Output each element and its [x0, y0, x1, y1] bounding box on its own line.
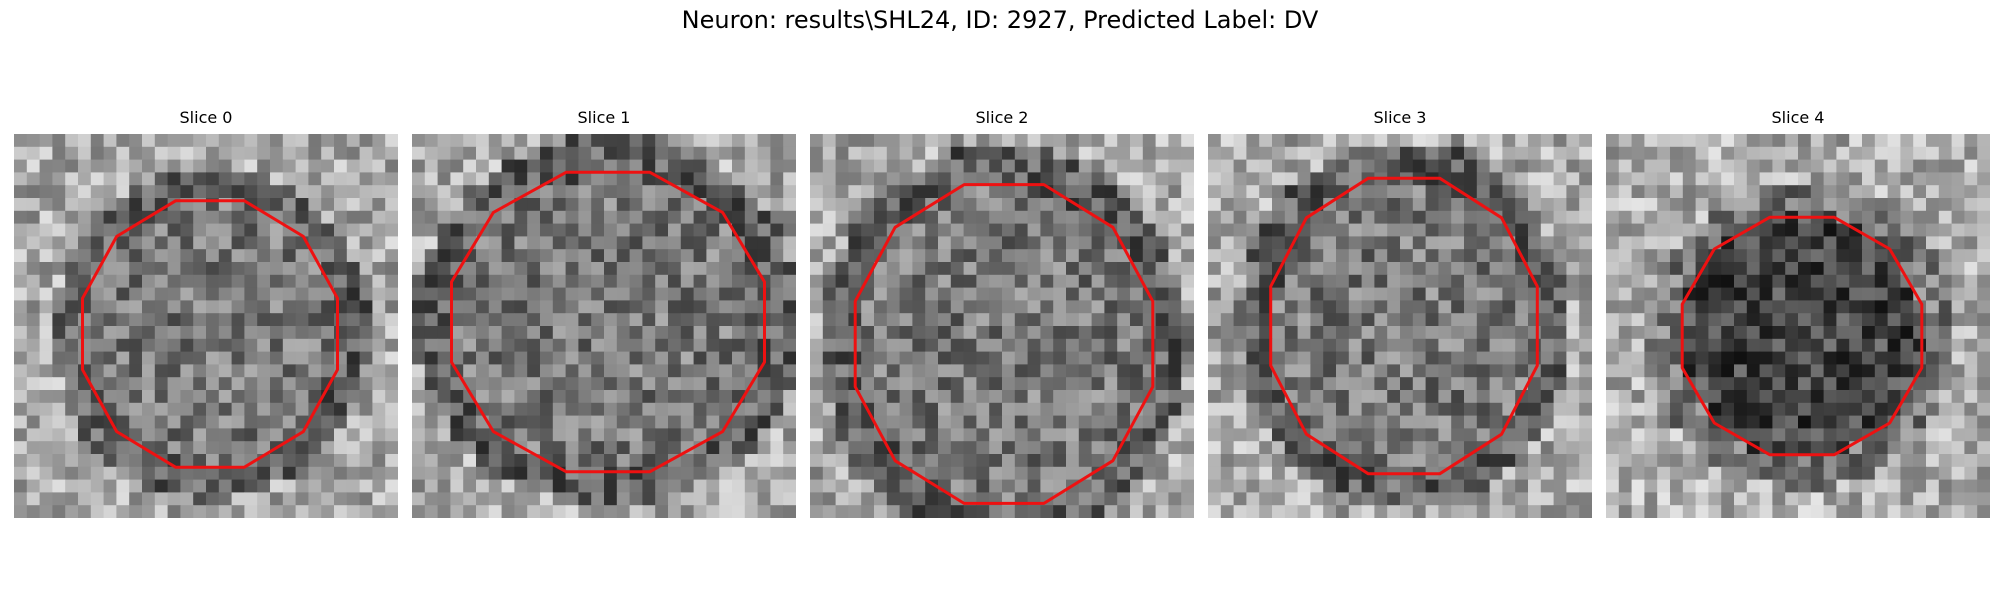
slice-title: Slice 0 — [179, 108, 233, 127]
segmentation-contour — [81, 199, 339, 469]
slice-title: Slice 3 — [1373, 108, 1427, 127]
segmentation-contour — [1269, 176, 1539, 476]
slice-image — [14, 134, 398, 518]
slice-image — [1208, 134, 1592, 518]
slice-panel-0: Slice 0 — [14, 108, 398, 522]
slice-title: Slice 2 — [975, 108, 1029, 127]
pixel-grid — [1606, 134, 1990, 518]
segmentation-contour — [1680, 215, 1924, 457]
slice-image — [810, 134, 1194, 518]
pixel-grid — [1208, 134, 1592, 518]
pixel-grid — [14, 134, 398, 518]
pixel-grid — [412, 134, 796, 518]
slice-panel-4: Slice 4 — [1606, 108, 1990, 522]
slice-image — [412, 134, 796, 518]
slice-panel-1: Slice 1 — [412, 108, 796, 522]
segmentation-contour — [450, 170, 766, 474]
slice-title: Slice 4 — [1771, 108, 1825, 127]
segmentation-contour — [853, 183, 1155, 505]
pixel-grid — [810, 134, 1194, 518]
slice-panel-3: Slice 3 — [1208, 108, 1592, 522]
slice-image — [1606, 134, 1990, 518]
figure-title: Neuron: results\SHL24, ID: 2927, Predict… — [681, 6, 1319, 34]
slice-title: Slice 1 — [577, 108, 631, 127]
slice-panel-2: Slice 2 — [810, 108, 1194, 522]
